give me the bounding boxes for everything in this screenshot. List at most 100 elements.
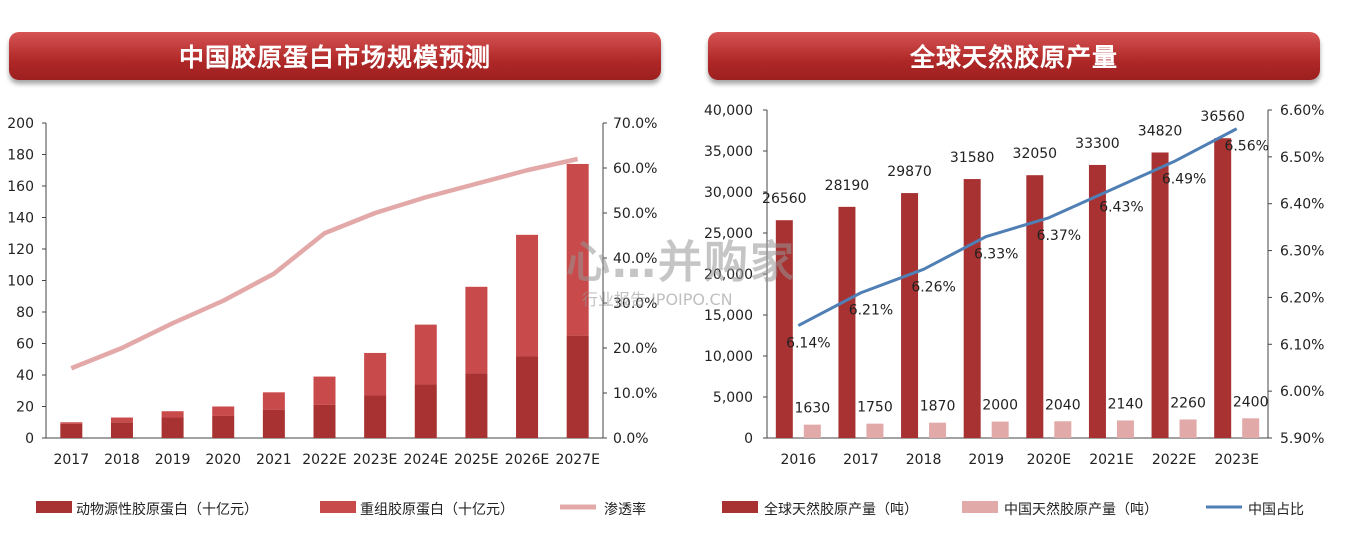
watermark-logo: 心…并购家 <box>566 237 796 288</box>
y-tick-label: 30,000 <box>704 185 753 201</box>
data-label-china: 2400 <box>1233 394 1269 410</box>
market-size-chart: 0 20 40 60 80 100 120 140 160 180 200 0.0% 10.0% 20.0… <box>7 116 657 518</box>
data-label-china-share: 6.14% <box>786 336 830 352</box>
data-label-china: 1870 <box>920 399 956 415</box>
data-label-global: 32050 <box>1013 146 1058 162</box>
bar-global-production <box>838 206 856 438</box>
bar-recombinant-collagen <box>262 392 285 410</box>
legend-label-recombinant: 重组胶原蛋白（十亿元） <box>360 501 514 518</box>
data-label-global: 29870 <box>887 164 932 180</box>
bar-animal-collagen <box>465 373 488 438</box>
y2-tick-label: 70.0% <box>613 116 657 132</box>
y-tick-label: 120 <box>7 242 34 258</box>
data-label-china: 2260 <box>1170 395 1206 411</box>
y-tick-label: 20,000 <box>704 267 753 283</box>
y2-tick-label: 10.0% <box>613 386 657 402</box>
y-tick-label: 15,000 <box>704 308 753 324</box>
legend-swatch-global <box>722 501 758 513</box>
y2-tick-label: 5.90% <box>1280 431 1324 447</box>
china-share-line <box>797 127 1238 327</box>
bar-global-production <box>1088 164 1106 438</box>
legend-swatch-recombinant <box>320 501 356 513</box>
bar-recombinant-collagen <box>60 422 83 424</box>
bar-recombinant-collagen <box>212 406 235 416</box>
x-tick-label: 2022E <box>1152 452 1196 468</box>
legend-swatch-china <box>962 501 998 513</box>
bar-china-production <box>991 421 1009 438</box>
bar-china-production <box>1116 420 1134 438</box>
y2-tick-label: 50.0% <box>613 206 657 222</box>
y2-tick-label: 6.00% <box>1280 384 1324 400</box>
x-tick-label: 2017 <box>53 452 89 468</box>
y-tick-label: 180 <box>7 148 34 164</box>
legend-label-animal: 动物源性胶原蛋白（十亿元） <box>76 501 258 518</box>
left-chart-title: 中国胶原蛋白市场规模预测 <box>9 32 661 80</box>
bar-china-production <box>1179 419 1197 438</box>
bar-china-production <box>866 423 884 438</box>
bar-animal-collagen <box>212 415 235 438</box>
bar-animal-collagen <box>262 409 285 438</box>
x-tick-label: 2024E <box>404 452 448 468</box>
bar-recombinant-collagen <box>516 234 539 357</box>
y2-tick-label: 6.20% <box>1280 290 1324 306</box>
data-label-china-share: 6.33% <box>974 247 1018 263</box>
x-tick-label: 2022E <box>302 452 346 468</box>
y-tick-label: 100 <box>7 274 34 290</box>
y-tick-label: 140 <box>7 211 34 227</box>
y2-tick-label: 40.0% <box>613 251 657 267</box>
x-tick-label: 2021 <box>256 452 292 468</box>
bar-global-production <box>775 220 793 438</box>
x-tick-label: 2021E <box>1089 452 1133 468</box>
y-tick-label: 5,000 <box>713 390 753 406</box>
x-tick-label: 2020 <box>205 452 241 468</box>
y2-tick-label: 6.10% <box>1280 337 1324 353</box>
data-label-china: 1630 <box>794 401 830 417</box>
y2-tick-label: 6.60% <box>1280 103 1324 119</box>
bar-animal-collagen <box>313 404 336 438</box>
penetration-rate-line <box>70 156 579 371</box>
y-tick-label: 20 <box>16 400 34 416</box>
y-tick-label: 0 <box>25 431 34 447</box>
bar-global-production <box>963 179 981 438</box>
bar-recombinant-collagen <box>313 376 336 405</box>
data-label-global: 34820 <box>1138 123 1183 139</box>
x-tick-label: 2019 <box>968 452 1004 468</box>
bar-recombinant-collagen <box>364 352 387 396</box>
bar-animal-collagen <box>110 422 133 438</box>
data-label-global: 26560 <box>762 191 807 207</box>
y-tick-label: 160 <box>7 179 34 195</box>
y-tick-label: 200 <box>7 116 34 132</box>
bar-animal-collagen <box>566 335 589 438</box>
legend-label-penetration: 渗透率 <box>604 501 646 518</box>
bar-recombinant-collagen <box>161 411 184 418</box>
x-tick-label: 2026E <box>505 452 549 468</box>
data-label-china: 2040 <box>1045 397 1081 413</box>
legend-label-china: 中国天然胶原产量（吨） <box>1004 501 1158 518</box>
y-tick-label: 10,000 <box>704 349 753 365</box>
data-label-china-share: 6.21% <box>849 303 893 319</box>
y-tick-label: 25,000 <box>704 226 753 242</box>
bar-animal-collagen <box>414 384 437 438</box>
y-tick-label: 40,000 <box>704 103 753 119</box>
data-label-china-share: 6.43% <box>1099 200 1143 216</box>
data-label-global: 31580 <box>950 150 995 166</box>
bar-animal-collagen <box>60 423 83 438</box>
bar-animal-collagen <box>161 417 184 438</box>
x-tick-label: 2023E <box>353 452 397 468</box>
bar-global-production <box>901 193 919 438</box>
bar-recombinant-collagen <box>110 417 133 423</box>
y-tick-label: 0 <box>744 431 753 447</box>
y2-tick-label: 6.50% <box>1280 150 1324 166</box>
y2-tick-label: 30.0% <box>613 296 657 312</box>
y-tick-label: 35,000 <box>704 144 753 160</box>
x-tick-label: 2017 <box>843 452 879 468</box>
data-label-global: 28190 <box>825 178 870 194</box>
x-tick-label: 2019 <box>155 452 191 468</box>
data-label-global: 36560 <box>1200 109 1245 125</box>
data-label-china: 2000 <box>982 398 1018 414</box>
x-tick-label: 2018 <box>104 452 140 468</box>
bar-china-production <box>1242 418 1260 438</box>
bar-global-production <box>1214 138 1232 438</box>
bar-global-production <box>1026 175 1044 438</box>
